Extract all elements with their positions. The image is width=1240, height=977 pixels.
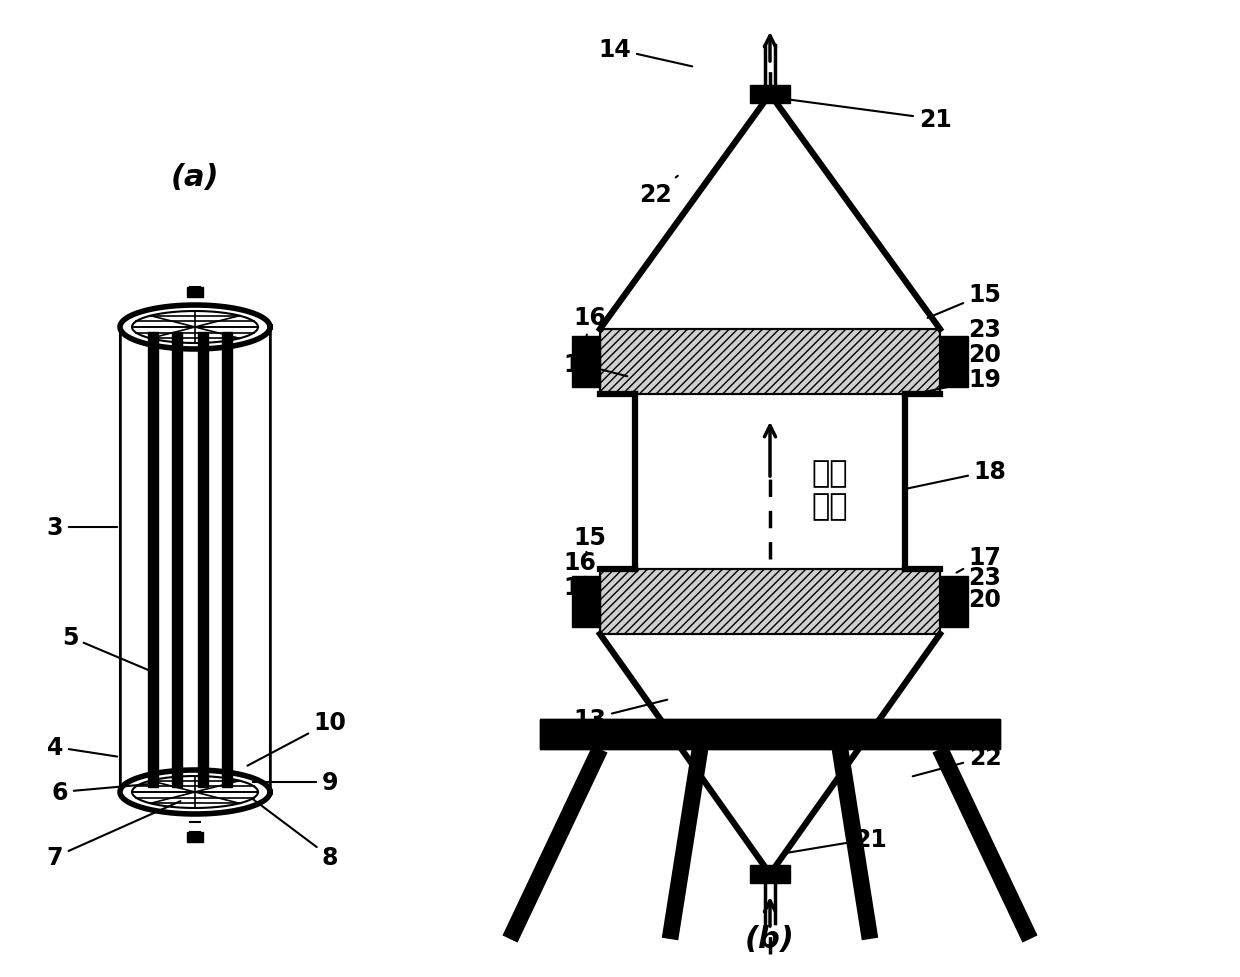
Text: 7: 7 [47, 801, 181, 870]
Text: 10: 10 [248, 710, 346, 766]
Text: 13: 13 [574, 700, 667, 731]
Bar [572, 576, 600, 627]
Bar [940, 576, 968, 627]
Bar [600, 329, 940, 395]
Bar [187, 287, 203, 298]
Text: 4: 4 [47, 736, 118, 759]
Text: 21: 21 [782, 828, 887, 854]
Text: 20: 20 [956, 587, 1002, 616]
Text: 14: 14 [564, 575, 596, 599]
Text: 9: 9 [253, 770, 339, 794]
Bar [600, 329, 940, 395]
Bar [222, 332, 232, 787]
Text: 14: 14 [599, 38, 692, 67]
Bar [940, 337, 968, 388]
Text: 19: 19 [918, 367, 1002, 394]
Text: 22: 22 [913, 745, 1002, 777]
Text: 22: 22 [639, 177, 678, 207]
Text: 5: 5 [62, 625, 150, 671]
Text: (b): (b) [745, 924, 795, 954]
Text: 8: 8 [252, 799, 339, 870]
Text: 23: 23 [965, 318, 1002, 348]
Bar [539, 719, 999, 749]
Text: 16: 16 [563, 550, 596, 579]
Text: 16: 16 [574, 306, 606, 337]
Bar [172, 332, 182, 787]
Text: 18: 18 [908, 459, 1007, 488]
Bar [198, 332, 208, 787]
Bar [572, 337, 600, 388]
Bar [750, 865, 790, 883]
Text: 3: 3 [47, 516, 118, 539]
Text: 15: 15 [574, 526, 606, 554]
Bar [187, 832, 203, 842]
Text: 17: 17 [563, 353, 627, 377]
Bar [600, 570, 940, 634]
Text: 23: 23 [956, 566, 1002, 595]
Bar [148, 332, 157, 787]
Text: 15: 15 [928, 282, 1002, 319]
Text: 20: 20 [963, 343, 1002, 367]
Text: (a): (a) [171, 163, 219, 192]
Text: 水流
方向: 水流 方向 [812, 458, 848, 521]
Text: 17: 17 [956, 545, 1002, 573]
Bar [750, 86, 790, 104]
Bar [539, 719, 999, 749]
Text: 6: 6 [52, 781, 148, 804]
Text: 21: 21 [787, 101, 951, 132]
Bar [600, 570, 940, 634]
